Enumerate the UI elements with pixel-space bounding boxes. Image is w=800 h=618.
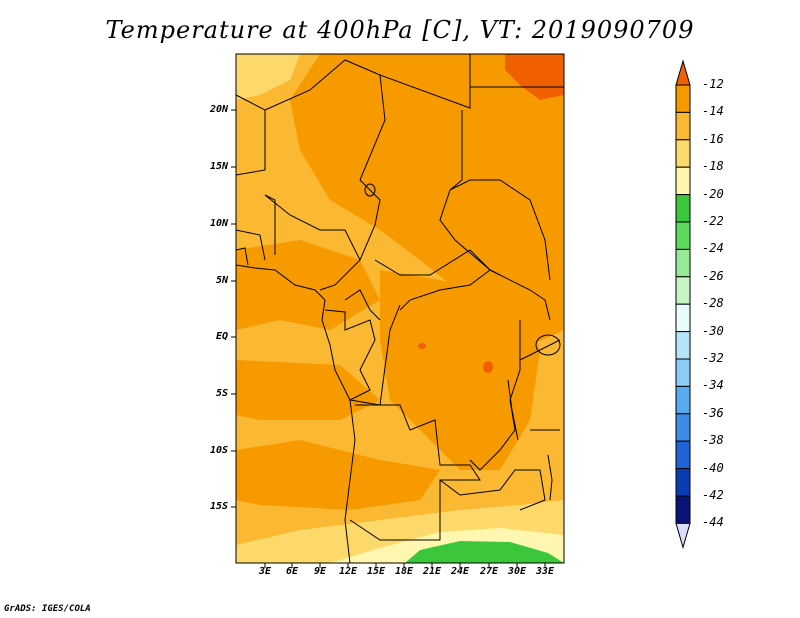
lon-label-12e: 12E [338,566,358,577]
colorbar-label: -44 [702,515,724,530]
shade-green-south [405,541,564,563]
border-misc-interior-4 [449,179,551,281]
colorbar-label: -32 [702,351,724,365]
footer-credit: GrADS: IGES/COLA [4,604,91,614]
border-misc-interior-1 [236,229,266,261]
shade-light-northwest [236,54,300,100]
border-drc-west [348,304,401,406]
colorbar-swatch [675,385,691,415]
border-sudan-south [489,269,551,321]
coastline-west [236,264,356,563]
border-nigeria [264,194,361,291]
shade-dark-spot-1 [418,343,426,349]
lat-label-10s: 10S [209,445,228,456]
lon-label-24e: 24E [450,566,470,577]
lakes [364,183,561,501]
border-drc-east [469,320,521,471]
shade-orange-southwest [236,440,440,510]
lake-tanganyika [507,379,519,441]
border-misc-interior-3 [236,247,249,266]
colorbar-swatch [675,84,691,113]
lon-label-33e: 33E [535,566,555,577]
border-zambia [439,469,546,511]
colorbar-swatch [675,248,691,278]
boundaries [236,54,564,563]
lat-label-15s: 15S [209,501,228,512]
map-title: Temperature at 400hPa [C], VT: 201909070… [105,16,695,44]
shade-darkest-northeast [505,54,564,100]
shade-orange-north [290,54,564,350]
colorbar-label: -22 [702,214,724,228]
lat-label-eq: EQ [215,331,228,342]
border-algeria-mali [264,59,386,181]
colorbar-swatch [675,221,691,250]
temperature-field [236,54,564,563]
colorbar-label: -16 [702,131,724,146]
lat-label-5s: 5S [215,388,228,399]
colorbar-swatch [675,111,691,141]
lat-label-10n: 10N [209,218,228,229]
border-gabon-congo [324,309,376,371]
lat-label-15n: 15N [209,161,228,172]
lon-label-6e: 6E [285,566,299,577]
axis-ticks [231,109,546,568]
lat-label-20n: 20N [209,104,228,115]
colorbar-swatch [675,358,691,387]
colorbar-label: -20 [702,186,724,201]
colorbar-label: -24 [702,241,724,256]
lon-label-21e: 21E [422,566,442,577]
lon-label-3e: 3E [258,566,272,577]
colorbar-swatch [675,331,691,360]
border-angola [349,404,481,541]
border-mauritania-mali [236,94,266,176]
colorbar [675,59,691,550]
colorbar-label: -12 [702,77,724,91]
lake-victoria [535,334,561,356]
colorbar-swatch [675,166,691,196]
colorbar-label: -28 [702,296,724,311]
colorbar-label: -34 [702,378,724,393]
colorbar-swatch [675,194,691,223]
map-frame [235,53,565,564]
lon-label-27e: 27E [479,566,499,577]
border-tanzania [519,339,561,431]
colorbar-label: -40 [702,460,724,475]
colorbar-swatch [675,276,691,305]
colorbar-label: -42 [702,488,724,502]
lake-chad [364,183,376,197]
colorbar-swatch [675,468,691,497]
colorbar-label: -38 [702,433,724,448]
border-libya [379,54,471,191]
border-cameroon [344,289,381,321]
lon-label-30e: 30E [507,566,527,577]
colorbar-label: -18 [702,159,724,174]
border-niger-chad [359,179,381,261]
colorbar-label: -14 [702,104,724,119]
border-misc-interior-2 [264,194,276,255]
colorbar-swatch [675,139,691,168]
colorbar-label: -26 [702,268,724,283]
shade-dark-spot-2 [483,361,493,373]
colorbar-label: -30 [702,323,724,338]
lat-label-5n: 5N [215,275,228,286]
colorbar-label: -36 [702,405,724,420]
lake-malawi [547,454,553,501]
colorbar-swatch [675,440,691,470]
lon-label-15e: 15E [366,566,386,577]
shade-orange-west [236,240,380,330]
colorbar-swatch [675,495,691,524]
colorbar-swatch [675,303,691,333]
lon-label-18e: 18E [394,566,414,577]
shade-orange-central [380,270,540,470]
colorbar-upper-arrow [675,59,691,86]
colorbar-lower-arrow [675,522,691,550]
shade-orange-south [236,360,380,420]
lon-label-9e: 9E [313,566,327,577]
colorbar-swatch [675,413,691,442]
